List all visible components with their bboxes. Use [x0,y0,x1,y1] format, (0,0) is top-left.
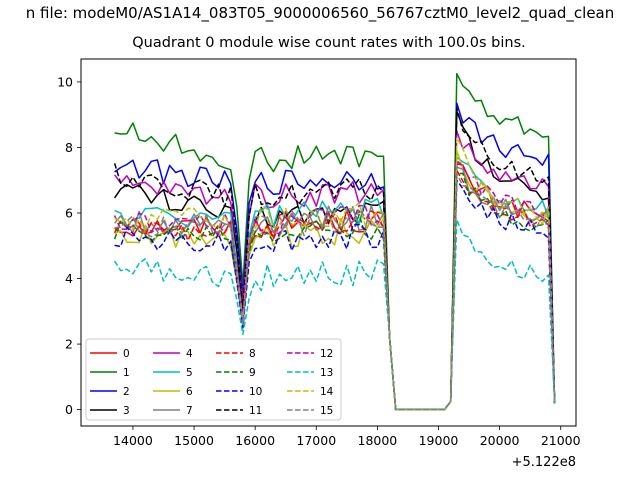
legend-item-10: 10 [216,386,262,398]
legend-label: 7 [186,405,193,417]
series-line-10 [114,179,556,411]
axis-ticks: 14000 15000 16000 17000 18000 19000 20000 21000… [57,74,581,448]
legend-label: 5 [186,367,193,379]
legend-item-0: 0 [90,348,130,360]
series-line-15 [114,172,556,411]
x-offset-label: +5.122e8 [512,455,576,470]
series-line-0 [114,163,556,411]
legend-label: 2 [123,386,130,398]
x-tick-label: 15000 [174,433,214,448]
series-line-3 [113,110,556,411]
x-tick-label: 16000 [235,433,275,448]
legend-label: 1 [123,367,130,379]
series-line-14 [114,136,556,411]
y-tick-label: 4 [65,271,73,286]
y-tick-label: 2 [65,337,73,352]
legend-label: 12 [320,348,333,360]
y-tick-label: 6 [65,206,73,221]
legend-item-4: 4 [153,348,193,360]
legend-item-13: 13 [287,367,333,379]
legend-label: 11 [249,405,262,417]
figure-suptitle: n file: modeM0/AS1A14_083T05_9000006560_… [25,4,615,22]
y-tick-label: 0 [65,402,73,417]
legend-item-1: 1 [90,367,130,379]
legend-label: 13 [320,367,333,379]
legend-item-11: 11 [216,405,262,417]
legend-item-7: 7 [153,405,193,417]
series-line-8 [113,169,556,411]
axes-frame [80,58,577,427]
legend-item-2: 2 [90,386,130,398]
legend-label: 9 [249,367,256,379]
legend-label: 8 [249,348,256,360]
x-tick-label: 21000 [541,433,581,448]
legend-item-12: 12 [287,348,333,360]
y-tick-label: 10 [57,74,73,89]
legend-label: 6 [186,386,193,398]
legend-item-9: 9 [216,367,256,379]
chart-title: Quadrant 0 module wise count rates with … [132,35,526,51]
series-line-1 [114,72,556,411]
y-tick-label: 8 [65,140,73,155]
legend-label: 15 [320,405,333,417]
legend-label: 14 [320,386,334,398]
legend-item-6: 6 [153,386,193,398]
series-line-11 [113,107,556,411]
x-tick-label: 17000 [296,433,336,448]
legend-label: 3 [123,405,130,417]
x-tick-label: 18000 [358,433,398,448]
legend-item-5: 5 [153,367,193,379]
legend-item-8: 8 [216,348,256,360]
legend-label: 10 [249,386,262,398]
legend-label: 0 [123,348,130,360]
legend-item-3: 3 [90,405,130,417]
legend-frame [85,338,342,421]
series-line-13 [113,218,556,411]
x-tick-label: 14000 [113,433,153,448]
series-lines [113,72,556,411]
x-tick-label: 19000 [419,433,459,448]
legend-label: 4 [186,348,193,360]
x-tick-label: 20000 [480,433,520,448]
series-line-4 [114,130,556,411]
legend-item-14: 14 [287,386,334,398]
series-line-5 [114,156,556,411]
legend-item-15: 15 [287,405,333,417]
